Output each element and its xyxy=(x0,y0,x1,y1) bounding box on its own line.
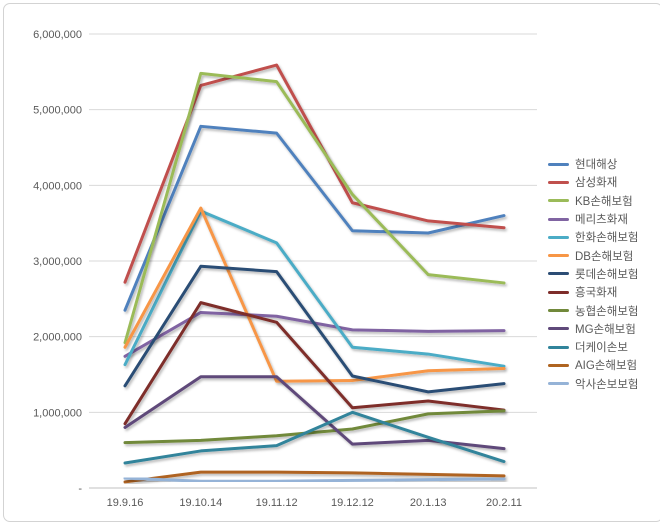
legend-line-swatch xyxy=(548,272,569,276)
legend-label: AIG손해보험 xyxy=(575,360,638,373)
legend-label: 흥국화재 xyxy=(575,287,618,300)
y-axis-tick-label: 5,000,000 xyxy=(33,105,82,117)
legend-item: 삼성화재 xyxy=(548,173,638,191)
legend-line-swatch xyxy=(548,217,569,221)
x-axis-tick-label: 19.9.16 xyxy=(107,497,144,509)
legend-line-swatch xyxy=(548,327,569,331)
y-axis-tick-label: 6,000,000 xyxy=(33,29,82,41)
series-line xyxy=(123,71,506,345)
series-line xyxy=(123,301,506,426)
legend-item: MG손해보험 xyxy=(548,320,638,338)
legend-item: 흥국화재 xyxy=(548,283,638,301)
chart-frame: - 1,000,000 2,000,000 3,000,000 4,000,000 5,0… xyxy=(3,3,660,522)
series-line xyxy=(123,409,506,445)
legend-item: 메리츠화재 xyxy=(548,210,638,228)
legend-label: 메리츠화재 xyxy=(575,214,628,227)
legend-line-swatch xyxy=(548,235,569,239)
x-axis-tick-label: 19.12.12 xyxy=(331,497,374,509)
y-axis-tick-label: 4,000,000 xyxy=(33,180,82,192)
legend-item: 농협손해보험 xyxy=(548,301,638,319)
legend-item: 롯데손해보험 xyxy=(548,265,638,283)
legend-label: 농협손해보험 xyxy=(575,305,639,318)
x-axis-tick-label: 20.1.13 xyxy=(410,497,447,509)
line-chart-plot: - 1,000,000 2,000,000 3,000,000 4,000,000 5,0… xyxy=(33,29,537,509)
y-axis-tick-label: 2,000,000 xyxy=(33,332,82,344)
legend-line-swatch xyxy=(548,290,569,294)
legend-item: 현대해상 xyxy=(548,155,638,173)
legend-line-swatch xyxy=(548,199,569,203)
series-line xyxy=(123,206,506,383)
legend-label: 현대해상 xyxy=(575,159,618,172)
series-line xyxy=(123,410,506,465)
legend-line-swatch xyxy=(548,162,569,166)
legend-item: 악사손보보험 xyxy=(548,375,638,393)
legend-label: 더케이손보 xyxy=(575,342,628,355)
series-line xyxy=(123,264,506,394)
legend-item: DB손해보험 xyxy=(548,246,638,264)
y-axis-tick-label: 3,000,000 xyxy=(33,256,82,268)
legend-line-swatch xyxy=(548,254,569,258)
legend-label: MG손해보험 xyxy=(575,323,636,336)
y-axis-tick-label: - xyxy=(78,483,82,495)
legend-item: 더케이손보 xyxy=(548,338,638,356)
legend-label: DB손해보험 xyxy=(575,250,634,263)
legend-item: KB손해보험 xyxy=(548,192,638,210)
legend-label: 한화손해보험 xyxy=(575,232,639,245)
legend-label: 삼성화재 xyxy=(575,177,618,190)
legend-label: 롯데손해보험 xyxy=(575,268,639,281)
x-axis-tick-label: 20.2.11 xyxy=(486,497,522,509)
legend-line-swatch xyxy=(548,309,569,313)
legend-line-swatch xyxy=(548,345,569,349)
legend-label: 악사손보보험 xyxy=(575,378,639,391)
series-line xyxy=(123,470,506,484)
legend-line-swatch xyxy=(548,382,569,386)
legend-label: KB손해보험 xyxy=(575,195,633,208)
x-axis-tick-label: 19.10.14 xyxy=(179,497,222,509)
legend-line-swatch xyxy=(548,180,569,184)
legend-line-swatch xyxy=(548,363,569,367)
x-axis-tick-label: 19.11.12 xyxy=(256,497,298,509)
legend-item: AIG손해보험 xyxy=(548,356,638,374)
series-line xyxy=(123,209,506,368)
series-line xyxy=(123,476,506,483)
legend-item: 한화손해보험 xyxy=(548,228,638,246)
series-line xyxy=(123,124,506,312)
y-axis-tick-label: 1,000,000 xyxy=(33,407,82,419)
